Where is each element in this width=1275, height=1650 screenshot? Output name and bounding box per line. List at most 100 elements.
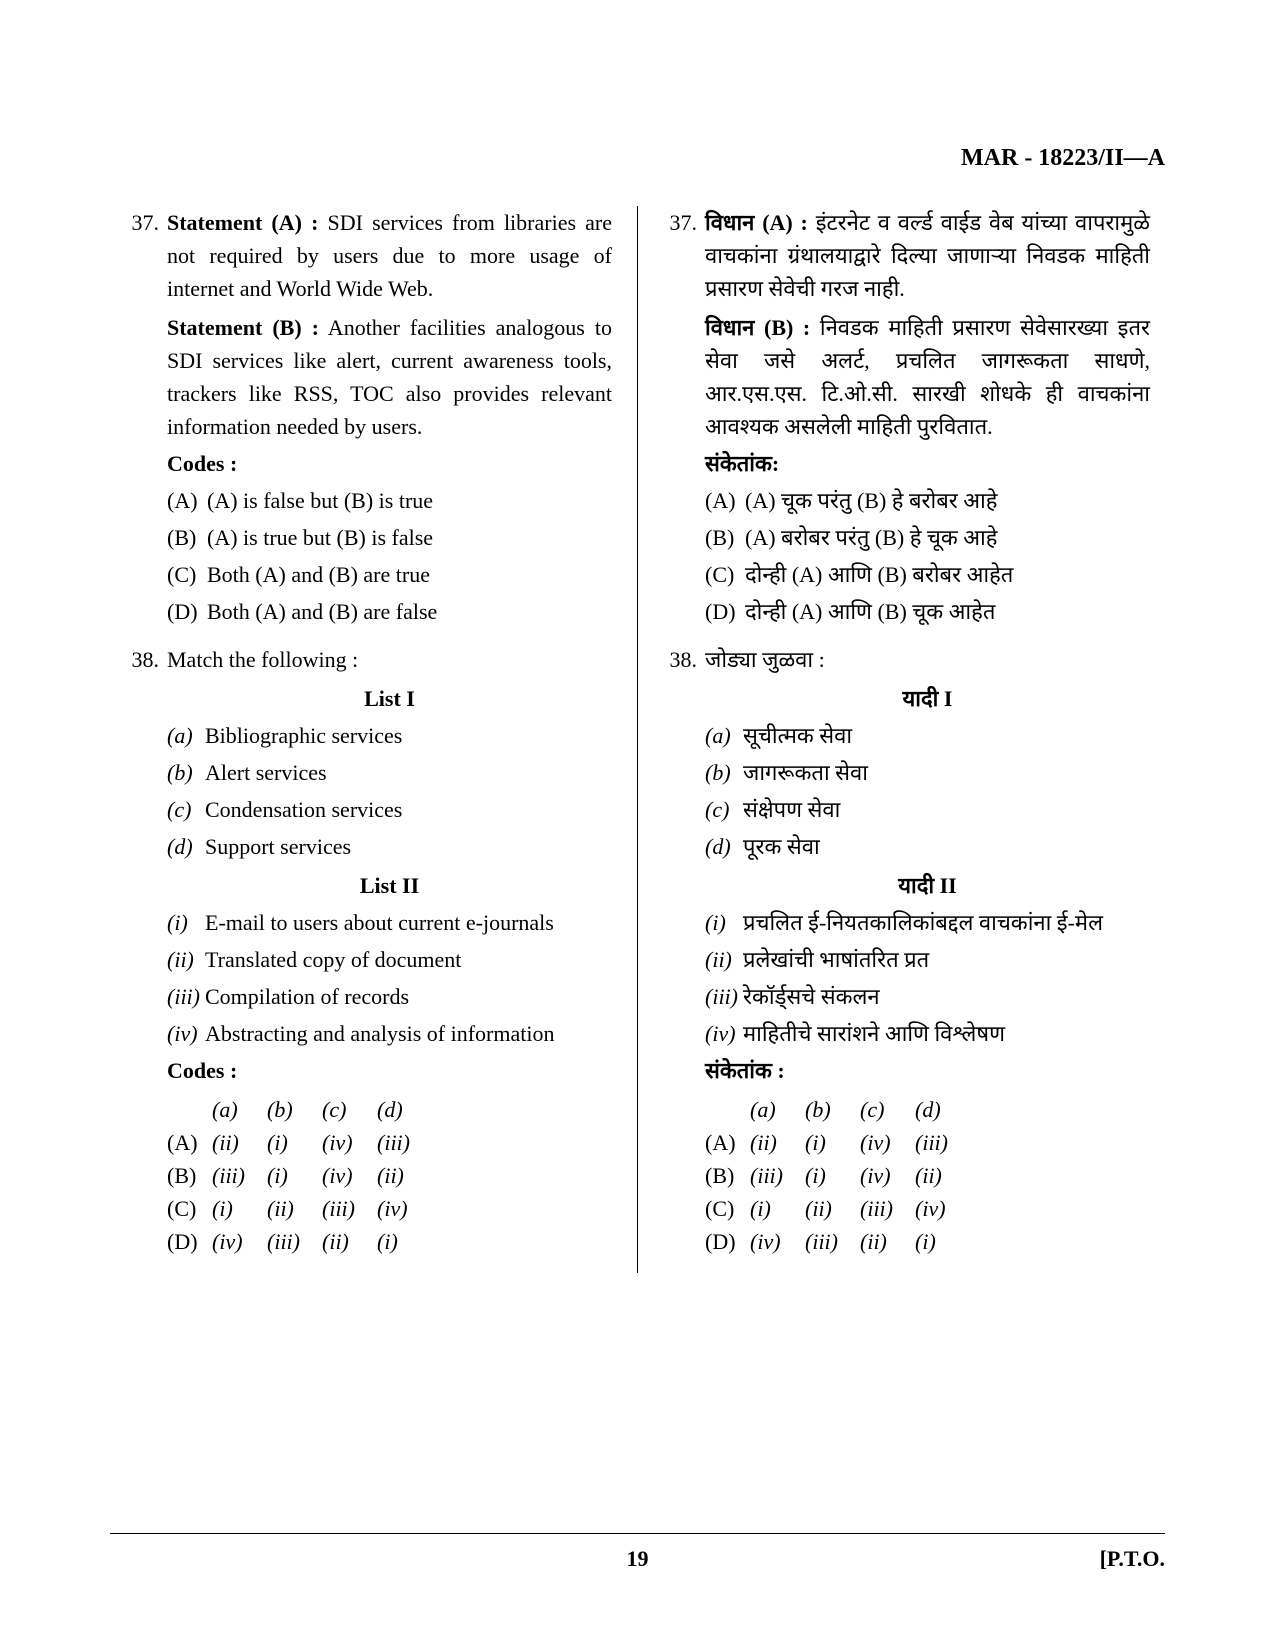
codes-cell: (c) [322, 1093, 377, 1126]
list-text: प्रचलित ई-नियतकालिकांबद्दल वाचकांना ई-मे… [743, 906, 1103, 939]
list-item: (d)Support services [167, 830, 612, 863]
codes-cell: (ii) [212, 1126, 267, 1159]
codes-cell: (ii) [377, 1159, 432, 1192]
list-item: (iii)Compilation of records [167, 980, 612, 1013]
codes-cell: (a) [750, 1093, 805, 1126]
codes-cell: (i) [377, 1225, 432, 1258]
list-item: (b)जागरूकता सेवा [705, 756, 1150, 789]
list-item: (c)संक्षेपण सेवा [705, 793, 1150, 826]
codes-cell: (b) [267, 1093, 322, 1126]
list-item: (iii)रेकॉर्ड्सचे संकलन [705, 980, 1150, 1013]
codes-cell: (D) [167, 1225, 212, 1258]
list-marker: (a) [705, 719, 743, 752]
codes-cell: (iv) [322, 1126, 377, 1159]
exam-code-header: MAR - 18223/II—A [110, 140, 1165, 176]
codes-cell: (i) [805, 1159, 860, 1192]
list-text: Compilation of records [205, 980, 409, 1013]
codes-cell: (iv) [860, 1159, 915, 1192]
codes-label: संकेतांक: [705, 447, 1150, 480]
codes-cell: (A) [705, 1126, 750, 1159]
option-text: (A) is true but (B) is false [207, 521, 433, 554]
codes-cell: (B) [705, 1159, 750, 1192]
list-text: Support services [205, 830, 351, 863]
question-prompt: जोड्या जुळवा : [705, 647, 825, 672]
codes-cell: (ii) [267, 1192, 322, 1225]
pto-label: [P.T.O. [1100, 1542, 1165, 1575]
codes-cell: (a) [212, 1093, 267, 1126]
codes-cell: (iv) [750, 1225, 805, 1258]
list-text: जागरूकता सेवा [743, 756, 868, 789]
option-d: (D)दोन्ही (A) आणि (B) चूक आहेत [705, 595, 1150, 628]
statement-b-label: Statement (B) : [167, 315, 319, 340]
codes-cell: (C) [705, 1192, 750, 1225]
codes-header-row: (a) (b) (c) (d) [705, 1093, 1150, 1126]
question-body: जोड्या जुळवा : यादी I (a)सूचीत्मक सेवा (… [705, 643, 1150, 1258]
list-1-heading: यादी I [705, 682, 1150, 715]
question-38-mr: 38. जोड्या जुळवा : यादी I (a)सूचीत्मक से… [663, 643, 1150, 1258]
list-item: (d)पूरक सेवा [705, 830, 1150, 863]
option-letter: (C) [705, 558, 745, 591]
option-text: Both (A) and (B) are false [207, 595, 437, 628]
question-37-mr: 37. विधान (A) : इंटरनेट व वर्ल्ड वाईड वे… [663, 206, 1150, 628]
codes-cell: (d) [915, 1093, 970, 1126]
option-a: (A)(A) चूक परंतु (B) हे बरोबर आहे [705, 484, 1150, 517]
list-text: सूचीत्मक सेवा [743, 719, 852, 752]
codes-row: (C) (i) (ii) (iii) (iv) [167, 1192, 612, 1225]
codes-cell: (i) [212, 1192, 267, 1225]
list-1-heading: List I [167, 682, 612, 715]
codes-row: (B) (iii) (i) (iv) (ii) [167, 1159, 612, 1192]
codes-cell: (C) [167, 1192, 212, 1225]
codes-row: (A) (ii) (i) (iv) (iii) [705, 1126, 1150, 1159]
option-letter: (C) [167, 558, 207, 591]
list-marker: (c) [167, 793, 205, 826]
codes-cell: (iv) [212, 1225, 267, 1258]
option-letter: (B) [705, 521, 745, 554]
option-b: (B)(A) is true but (B) is false [167, 521, 612, 554]
codes-cell: (iii) [915, 1126, 970, 1159]
list-marker: (iii) [167, 980, 205, 1013]
codes-cell: (i) [805, 1126, 860, 1159]
list-item: (a)Bibliographic services [167, 719, 612, 752]
option-text: (A) बरोबर परंतु (B) हे चूक आहे [745, 521, 997, 554]
option-letter: (D) [705, 595, 745, 628]
codes-cell: (iii) [212, 1159, 267, 1192]
codes-table: (a) (b) (c) (d) (A) (ii) (i) (iv) (iii) [705, 1093, 1150, 1258]
codes-cell: (iii) [805, 1225, 860, 1258]
list-marker: (c) [705, 793, 743, 826]
question-37-en: 37. Statement (A) : SDI services from li… [125, 206, 612, 628]
page-number: 19 [627, 1542, 649, 1575]
codes-cell: (c) [860, 1093, 915, 1126]
option-letter: (D) [167, 595, 207, 628]
list-2-heading: यादी II [705, 869, 1150, 902]
list-text: Bibliographic services [205, 719, 402, 752]
codes-row: (A) (ii) (i) (iv) (iii) [167, 1126, 612, 1159]
list-text: Condensation services [205, 793, 402, 826]
statement-a-label: Statement (A) : [167, 210, 318, 235]
codes-cell: (A) [167, 1126, 212, 1159]
list-text: पूरक सेवा [743, 830, 820, 863]
list-item: (c)Condensation services [167, 793, 612, 826]
codes-cell: (i) [267, 1126, 322, 1159]
option-letter: (A) [705, 484, 745, 517]
codes-row: (D) (iv) (iii) (ii) (i) [705, 1225, 1150, 1258]
list-item: (iv)माहितीचे सारांशने आणि विश्लेषण [705, 1017, 1150, 1050]
list-marker: (d) [167, 830, 205, 863]
list-text: Translated copy of document [205, 943, 461, 976]
list-text: संक्षेपण सेवा [743, 793, 840, 826]
option-b: (B)(A) बरोबर परंतु (B) हे चूक आहे [705, 521, 1150, 554]
content-area: 37. Statement (A) : SDI services from li… [110, 206, 1165, 1273]
codes-cell: (ii) [322, 1225, 377, 1258]
list-item: (i)प्रचलित ई-नियतकालिकांबद्दल वाचकांना ई… [705, 906, 1150, 939]
codes-label: Codes : [167, 447, 612, 480]
list-text: Alert services [205, 756, 327, 789]
list-marker: (iii) [705, 980, 743, 1013]
codes-cell: (ii) [750, 1126, 805, 1159]
list-text: माहितीचे सारांशने आणि विश्लेषण [743, 1017, 1005, 1050]
list-text: E-mail to users about current e-journals [205, 906, 554, 939]
option-letter: (B) [167, 521, 207, 554]
list-item: (ii)प्रलेखांची भाषांतरित प्रत [705, 943, 1150, 976]
list-text: रेकॉर्ड्सचे संकलन [743, 980, 880, 1013]
option-text: दोन्ही (A) आणि (B) चूक आहेत [745, 595, 995, 628]
option-letter: (A) [167, 484, 207, 517]
question-body: Match the following : List I (a)Bibliogr… [167, 643, 612, 1258]
